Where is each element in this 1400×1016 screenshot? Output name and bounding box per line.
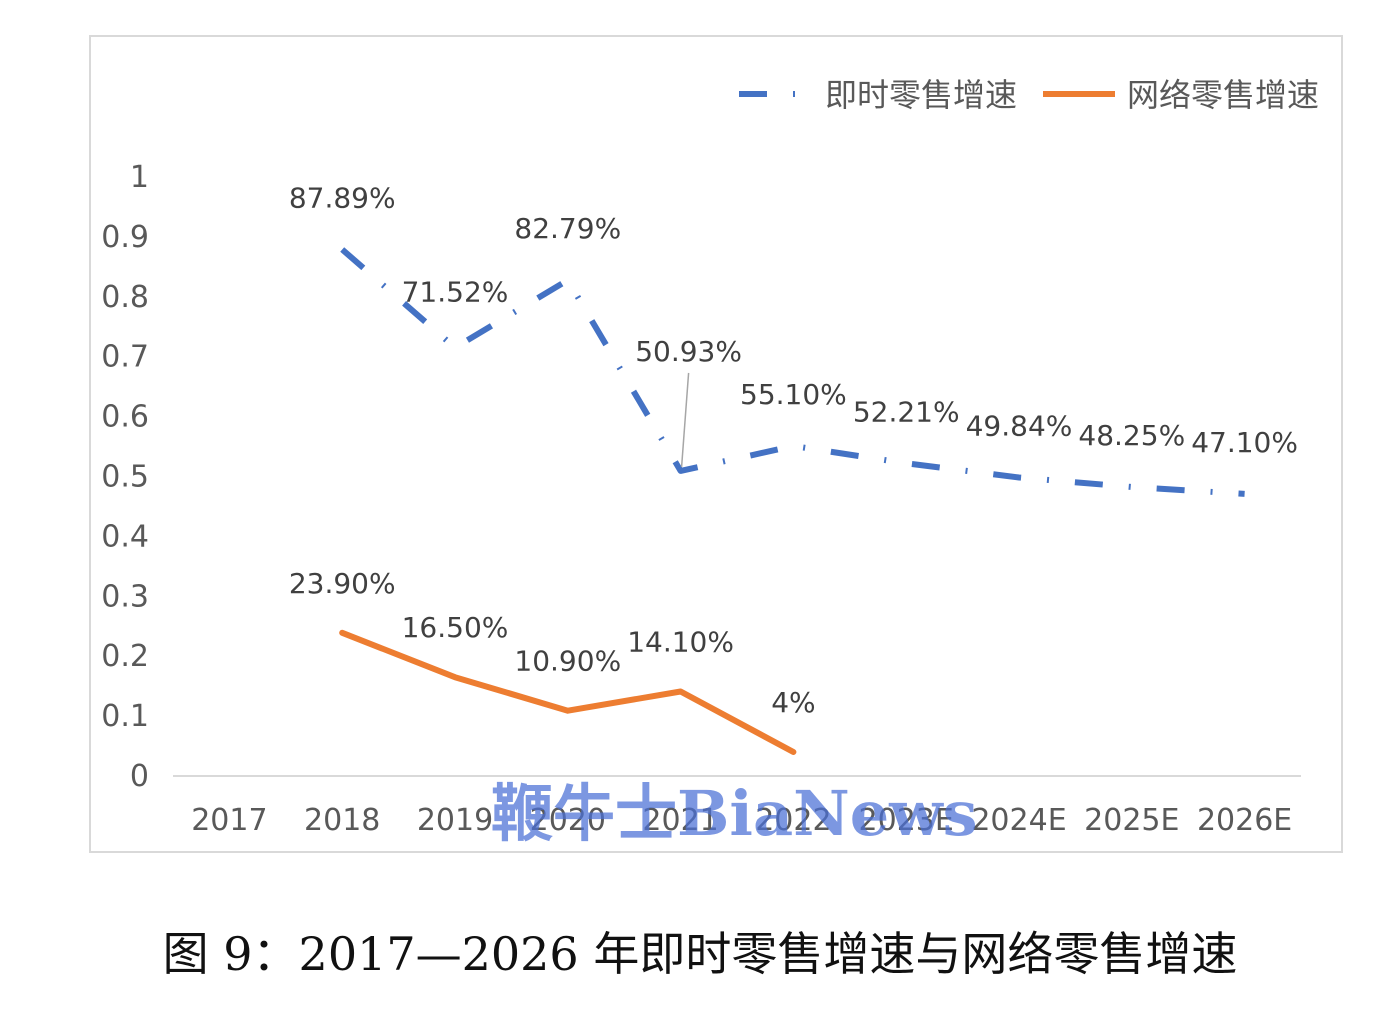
data-point xyxy=(679,690,683,694)
x-tick-label: 2024E xyxy=(971,803,1066,838)
data-label: 47.10% xyxy=(1191,426,1298,459)
y-tick-label: 0.6 xyxy=(101,400,149,435)
y-axis: 0 0.1 0.2 0.3 0.4 0.5 0.6 0.7 0.8 0.9 1 xyxy=(101,160,149,794)
y-tick-label: 0.1 xyxy=(101,699,149,734)
series-layer xyxy=(339,247,1247,755)
y-tick-label: 0.9 xyxy=(101,220,149,255)
data-point xyxy=(566,709,570,713)
data-label: 55.10% xyxy=(740,378,847,411)
y-tick-label: 0.8 xyxy=(101,280,149,315)
series-line-instant-retail xyxy=(340,247,1245,497)
data-label: 71.52% xyxy=(402,276,509,309)
x-tick-label: 2022 xyxy=(755,803,831,838)
data-point xyxy=(453,675,457,679)
data-label-layer: 87.89% 71.52%82.79% 50.93% 55.10%52.21% 49.8… xyxy=(289,182,1298,720)
watermark: 鞭牛士BiaNews xyxy=(491,777,978,850)
data-label: 82.79% xyxy=(514,212,621,245)
x-tick-label: 2018 xyxy=(304,803,380,838)
y-tick-label: 0 xyxy=(130,759,149,794)
legend: 即时零售增速 网络零售增速 xyxy=(739,76,1319,114)
data-label: 87.89% xyxy=(289,182,396,215)
y-tick-label: 0.5 xyxy=(101,460,149,495)
data-label: 52.21% xyxy=(853,395,960,428)
data-point xyxy=(566,278,570,282)
line-chart: 00.10.20.30.40.50.60.70.80.91 2017 2018 20… xyxy=(101,76,1319,850)
chart-frame: 0 0.1 0.2 0.3 0.4 0.5 0.6 0.7 0.8 0.9 1 2017 2018 20… xyxy=(89,35,1343,853)
data-label: 23.90% xyxy=(289,567,396,600)
data-label: 50.93% xyxy=(635,335,742,368)
data-point xyxy=(340,631,344,635)
y-tick-label: 0.7 xyxy=(101,340,149,375)
leader-line xyxy=(680,372,690,467)
x-tick-label: 2026E xyxy=(1197,803,1292,838)
x-tick-label: 2020 xyxy=(530,803,606,838)
data-point xyxy=(791,750,795,754)
x-axis: 2017 2018 2019 2020 2021 2022 2023E 2024E 2025E 2… xyxy=(191,803,1292,838)
figure-caption: 图 9：2017—2026 年即时零售增速与网络零售增速 xyxy=(162,927,1238,981)
y-tick-label: 0.2 xyxy=(101,639,149,674)
x-tick-label: 2021 xyxy=(642,803,718,838)
data-label: 10.90% xyxy=(514,645,621,678)
data-label: 49.84% xyxy=(966,409,1073,442)
data-point xyxy=(453,346,457,350)
x-tick-label: 2023E xyxy=(859,803,954,838)
y-tick-label: 0.3 xyxy=(101,579,149,614)
legend-label-instant-retail: 即时零售增速 xyxy=(825,76,1017,114)
data-label: 14.10% xyxy=(627,626,734,659)
data-point xyxy=(1130,485,1134,489)
data-label: 48.25% xyxy=(1078,419,1185,452)
data-point xyxy=(340,248,344,252)
data-label: 4% xyxy=(771,686,815,719)
data-point xyxy=(1243,492,1247,496)
data-point xyxy=(679,469,683,473)
x-tick-label: 2017 xyxy=(191,803,267,838)
data-point xyxy=(1017,475,1021,479)
y-tick-label: 0.4 xyxy=(101,519,149,554)
data-label: 16.50% xyxy=(402,611,509,644)
y-tick-label: 1 xyxy=(130,160,149,195)
data-point xyxy=(904,461,908,465)
series-line-online-retail xyxy=(339,629,797,755)
x-tick-label: 2019 xyxy=(417,803,493,838)
legend-label-online-retail: 网络零售增速 xyxy=(1127,76,1319,114)
x-tick-label: 2025E xyxy=(1084,803,1179,838)
data-point xyxy=(791,444,795,448)
